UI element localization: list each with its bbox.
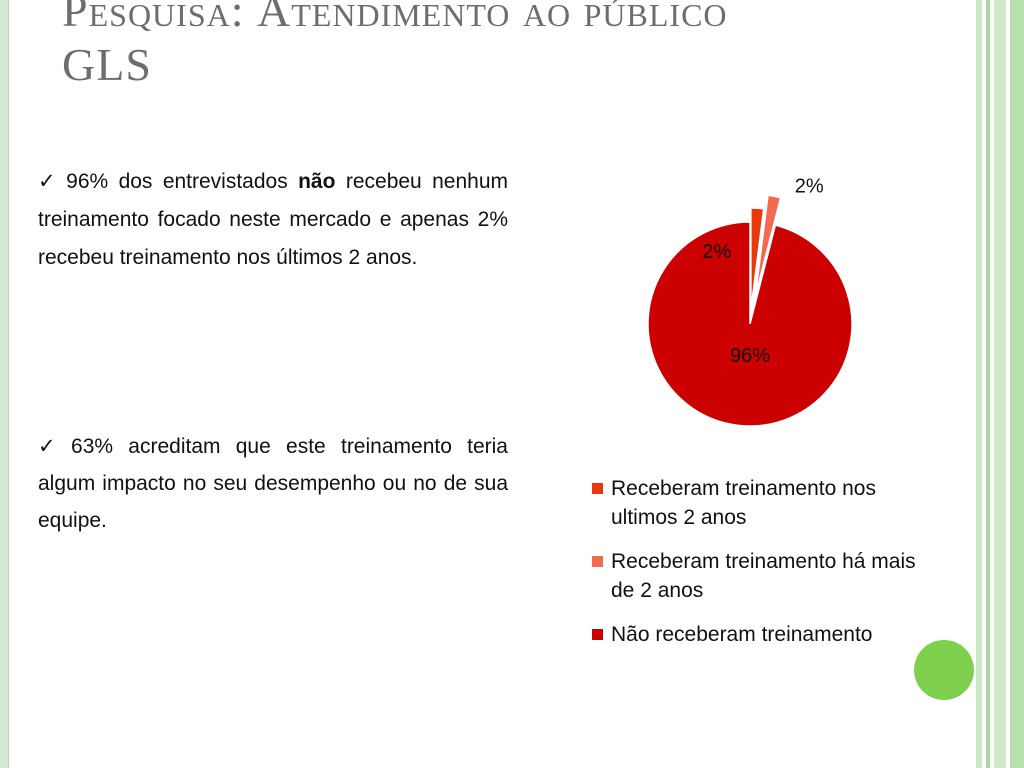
- pie-data-label-2: 96%: [730, 345, 770, 367]
- decorative-green-circle: [914, 640, 974, 700]
- left-border-stripe: [0, 0, 9, 768]
- title-line-2: GLS: [62, 39, 152, 90]
- chart-legend: Receberam treinamento nos ultimos 2 anos…: [592, 474, 932, 664]
- slide-title: Pesquisa: Atendimento ao público GLS: [62, 0, 962, 92]
- legend-label: Receberam treinamento há mais de 2 anos: [611, 550, 916, 602]
- bullet-2: ✓ 63% acreditam que este treinamento teri…: [38, 435, 508, 532]
- legend-swatch: [592, 556, 603, 567]
- legend-swatch: [592, 483, 603, 494]
- pie-slice-1: [754, 194, 782, 297]
- legend-item-recent: Receberam treinamento nos ultimos 2 anos: [592, 474, 932, 532]
- legend-label: Não receberam treinamento: [611, 623, 873, 646]
- pie-slice-2: [647, 221, 853, 427]
- legend-label: Receberam treinamento nos ultimos 2 anos: [611, 477, 876, 529]
- right-border-stripes: [976, 0, 1024, 768]
- bullet-1: ✓ 96% dos entrevistados não recebeu nenhu…: [38, 170, 508, 269]
- pie-data-label-0: 2%: [702, 241, 731, 263]
- pie-data-label-1: 2%: [795, 175, 824, 197]
- check-icon: ✓: [38, 170, 61, 193]
- pie-slice-0: [750, 207, 765, 311]
- legend-swatch: [592, 629, 603, 640]
- legend-item-older: Receberam treinamento há mais de 2 anos: [592, 547, 932, 605]
- title-line-1: Pesquisa: Atendimento ao público: [62, 0, 728, 36]
- check-icon: ✓: [38, 435, 66, 458]
- legend-item-none: Não receberam treinamento: [592, 620, 932, 649]
- pie-chart: 2% 2% 96%: [647, 175, 853, 427]
